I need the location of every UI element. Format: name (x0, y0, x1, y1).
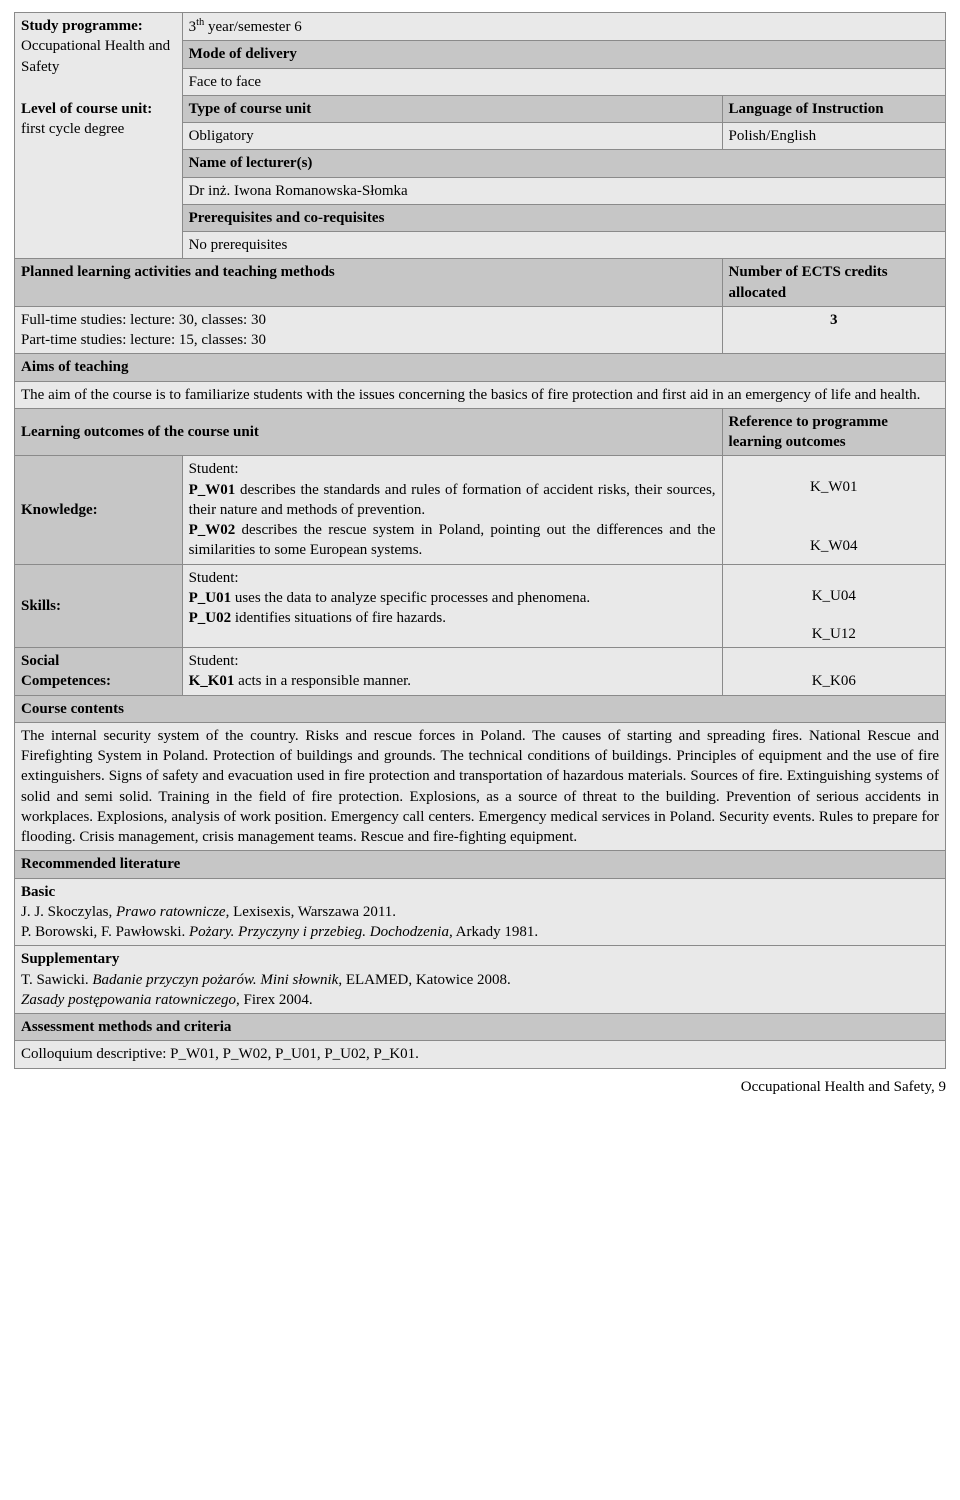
knowledge-refs: K_W01 K_W04 (722, 456, 945, 564)
prereq-label: Prerequisites and co-requisites (182, 204, 945, 231)
outcomes-ref-label: Reference to programme learning outcomes (722, 408, 945, 456)
social-ref: K_K06 (722, 648, 945, 696)
assess-text: Colloquium descriptive: P_W01, P_W02, P_… (15, 1041, 946, 1068)
planned-label: Planned learning activities and teaching… (15, 259, 723, 307)
obligatory: Obligatory (182, 123, 722, 150)
social-text: Student: K_K01 acts in a responsible man… (182, 648, 722, 696)
course-table: Study programme: Occupational Health and… (14, 12, 946, 1069)
aims-text: The aim of the course is to familiarize … (15, 381, 946, 408)
type-label: Type of course unit (182, 95, 722, 122)
prereq-value: No prerequisites (182, 232, 945, 259)
language-label: Language of Instruction (722, 95, 945, 122)
ects-value: 3 (722, 306, 945, 354)
lit-supp: Supplementary T. Sawicki. Badanie przycz… (15, 946, 946, 1014)
ects-label: Number of ECTS credits allocated (722, 259, 945, 307)
study-programme-label: Study programme: (21, 18, 143, 34)
planned-values: Full-time studies: lecture: 30, classes:… (15, 306, 723, 354)
skills-text: Student: P_U01 uses the data to analyze … (182, 564, 722, 648)
aims-label: Aims of teaching (15, 354, 946, 381)
study-programme-value: Occupational Health and Safety (21, 36, 176, 77)
level-label: Level of course unit: (21, 101, 152, 117)
contents-text: The internal security system of the coun… (15, 722, 946, 851)
left-block: Study programme: Occupational Health and… (15, 13, 183, 259)
knowledge-label: Knowledge: (15, 456, 183, 564)
skills-refs: K_U04 K_U12 (722, 564, 945, 648)
knowledge-text: Student: P_W01 describes the standards a… (182, 456, 722, 564)
page-footer: Occupational Health and Safety, 9 (14, 1079, 946, 1096)
lit-label: Recommended literature (15, 851, 946, 878)
assess-label: Assessment methods and criteria (15, 1014, 946, 1041)
skills-label: Skills: (15, 564, 183, 648)
year-cell: 3th year/semester 6 (182, 13, 945, 41)
mode-value: Face to face (182, 68, 945, 95)
level-value: first cycle degree (21, 121, 124, 137)
contents-label: Course contents (15, 695, 946, 722)
outcomes-label: Learning outcomes of the course unit (15, 408, 723, 456)
lecturers-label: Name of lecturer(s) (182, 150, 945, 177)
social-label: Social Competences: (15, 648, 183, 696)
polish-english: Polish/English (722, 123, 945, 150)
lit-basic: Basic J. J. Skoczylas, Prawo ratownicze,… (15, 878, 946, 946)
lecturers-value: Dr inż. Iwona Romanowska-Słomka (182, 177, 945, 204)
mode-label: Mode of delivery (182, 41, 945, 68)
